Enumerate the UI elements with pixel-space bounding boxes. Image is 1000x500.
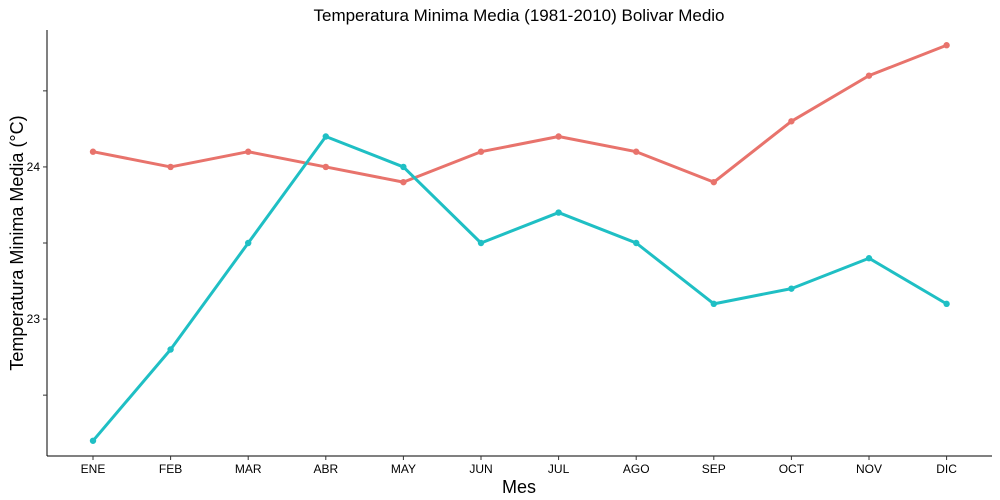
data-point <box>89 437 97 444</box>
data-point <box>245 148 252 155</box>
x-tick-label: ABR <box>313 462 338 476</box>
x-tick-label: AGO <box>623 462 650 476</box>
x-tick-label: SEP <box>702 462 726 476</box>
x-tick-label: ENE <box>81 462 106 476</box>
data-point <box>710 178 717 186</box>
data-point <box>477 148 485 155</box>
data-point <box>633 148 640 155</box>
data-point <box>400 163 407 171</box>
data-point <box>633 239 640 247</box>
data-point <box>322 133 329 140</box>
data-point <box>89 148 97 155</box>
y-tick-label: 24 <box>27 160 41 174</box>
x-axis-title: Mes <box>502 477 536 497</box>
data-point <box>555 133 562 140</box>
x-tick-label: JUL <box>548 462 570 476</box>
data-point <box>400 178 407 186</box>
x-tick-label: MAY <box>391 462 416 476</box>
x-tick-label: OCT <box>779 462 805 476</box>
data-point <box>865 255 873 262</box>
data-point <box>167 163 174 171</box>
data-point <box>555 209 562 216</box>
data-point <box>865 72 873 79</box>
plot-area: 23 24 ENE FEB MAR ABR MAY JUN JUL AGO SEP OCT NOV DIC <box>27 30 992 476</box>
x-tick-label: FEB <box>159 462 182 476</box>
data-point <box>245 239 252 247</box>
chart-title: Temperatura Minima Media (1981-2010) Bol… <box>313 6 724 25</box>
data-point <box>943 300 950 308</box>
x-tick-label: MAR <box>235 462 262 476</box>
series-line-2 <box>91 135 949 443</box>
x-tick-label: JUN <box>469 462 492 476</box>
series-line-1 <box>91 43 949 184</box>
y-tick-label: 23 <box>27 312 41 326</box>
data-point <box>167 346 174 353</box>
y-axis-title: Temperatura Minima Media (°C) <box>7 115 27 370</box>
data-point <box>788 118 795 125</box>
data-point <box>788 285 795 292</box>
data-point <box>943 42 950 49</box>
data-point <box>710 300 717 308</box>
data-point <box>322 163 329 171</box>
x-tick-label: NOV <box>856 462 882 476</box>
data-point <box>477 239 485 247</box>
x-tick-label: DIC <box>936 462 957 476</box>
